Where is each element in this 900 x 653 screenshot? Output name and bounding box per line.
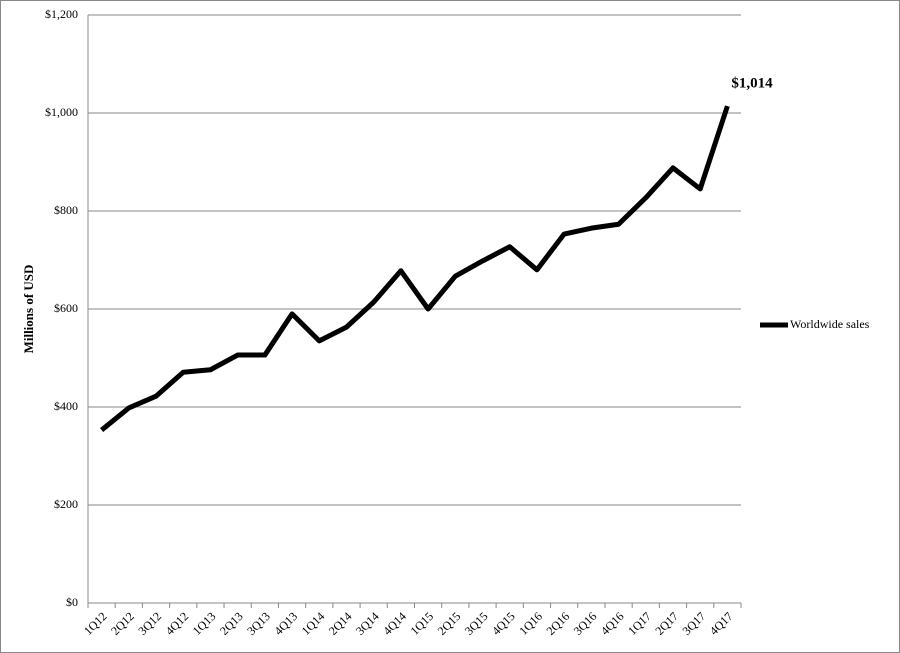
legend-label: Worldwide sales <box>790 317 870 331</box>
y-tick-label: $400 <box>54 399 78 413</box>
y-tick-label: $800 <box>54 203 78 217</box>
y-tick-label: $1,000 <box>45 105 78 119</box>
data-line <box>100 105 730 432</box>
y-tick-label: $200 <box>54 497 78 511</box>
y-tick-label: $600 <box>54 301 78 315</box>
y-axis-label: Millions of USD <box>21 265 36 354</box>
y-tick-label: $0 <box>66 595 78 609</box>
y-tick-label: $1,200 <box>45 7 78 21</box>
data-label: $1,014 <box>731 76 773 92</box>
